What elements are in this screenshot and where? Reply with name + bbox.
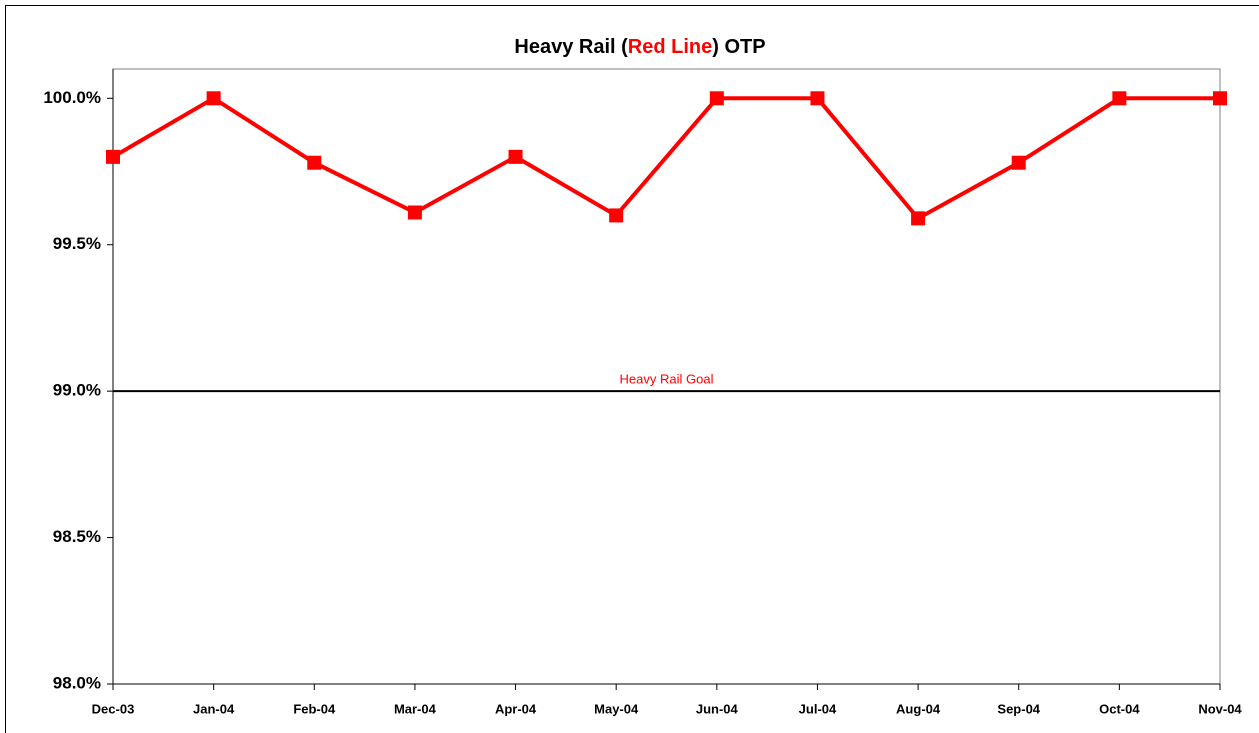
data-point [709,91,724,106]
x-tick-label: Sep-04 [997,701,1040,716]
x-tick-label: Mar-04 [394,701,437,716]
x-tick-label: Apr-04 [495,701,537,716]
data-point [307,155,322,170]
data-point [206,91,221,106]
data-line [111,95,1220,221]
goal-label: Heavy Rail Goal [620,372,714,387]
title-part: Red Line [628,36,712,58]
x-tick-label: Oct-04 [1099,701,1140,716]
data-point [911,211,926,226]
data-point [1011,155,1026,170]
chart-title: Heavy Rail (Red Line) OTP [514,36,765,58]
x-tick-label: Nov-04 [1198,701,1242,716]
data-point [609,208,624,223]
x-tick-label: Feb-04 [293,701,336,716]
x-tick-label: Dec-03 [92,701,135,716]
x-tick-label: May-04 [594,701,639,716]
chart-border [5,5,1259,733]
x-tick-label: Jul-04 [799,701,837,716]
title-part: ) OTP [712,36,765,58]
x-tick-label: Jan-04 [193,701,235,716]
y-tick-label: 98.5% [53,527,101,546]
data-point [508,149,523,164]
y-tick-label: 98.0% [53,673,101,692]
y-tick-label: 100.0% [43,88,101,107]
data-point [810,91,825,106]
y-tick-label: 99.5% [53,234,101,253]
x-tick-label: Jun-04 [696,701,739,716]
data-point [106,149,120,164]
data-point [1213,91,1227,106]
title-part: Heavy Rail ( [514,36,628,58]
data-point [407,205,422,220]
x-tick-label: Aug-04 [896,701,941,716]
y-tick-label: 99.0% [53,381,101,400]
data-point [1112,91,1127,106]
